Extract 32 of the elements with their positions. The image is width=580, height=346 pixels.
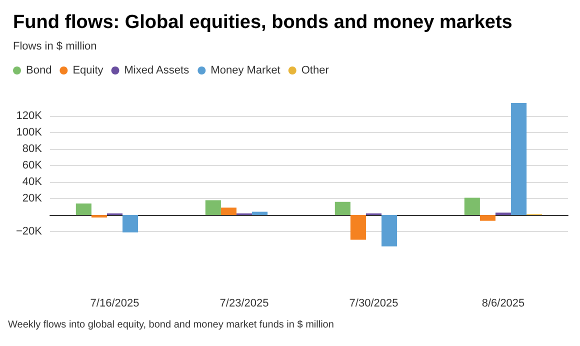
- x-tick-label: 8/6/2025: [482, 298, 525, 310]
- bar: [91, 215, 107, 218]
- chart-title: Fund flows: Global equities, bonds and money markets: [13, 12, 512, 33]
- chart-subtitle: Flows in $ million: [13, 40, 97, 52]
- x-tick-label: 7/23/2025: [220, 298, 269, 310]
- bar: [252, 212, 268, 216]
- legend-label: Mixed Assets: [124, 64, 190, 76]
- y-tick-label: 20K: [22, 192, 43, 205]
- y-tick-label: −20K: [16, 226, 43, 238]
- legend-label: Bond: [26, 64, 52, 76]
- bar: [495, 212, 512, 216]
- legend-label: Money Market: [210, 64, 280, 76]
- y-tick-label: 40K: [22, 176, 43, 188]
- bar: [511, 103, 527, 216]
- bar: [480, 215, 496, 221]
- bar: [350, 215, 366, 240]
- bar: [382, 215, 398, 246]
- bar: [464, 198, 480, 216]
- legend-label: Equity: [72, 64, 104, 76]
- y-tick-label: 60K: [22, 160, 43, 172]
- y-tick-label: 80K: [22, 143, 43, 156]
- bar: [334, 202, 350, 216]
- text: Weekly flows into global equity, bond and money market funds in $ million: [8, 320, 334, 330]
- bar: [205, 200, 221, 216]
- x-tick-label: 7/30/2025: [349, 298, 398, 310]
- x-tick-label: 7/16/2025: [90, 298, 140, 310]
- bar: [220, 208, 236, 216]
- y-tick-label: 120K: [16, 110, 43, 122]
- legend-label: Other: [301, 64, 330, 76]
- bar: [122, 215, 138, 232]
- bar: [76, 204, 92, 216]
- y-tick-label: 100K: [16, 126, 43, 139]
